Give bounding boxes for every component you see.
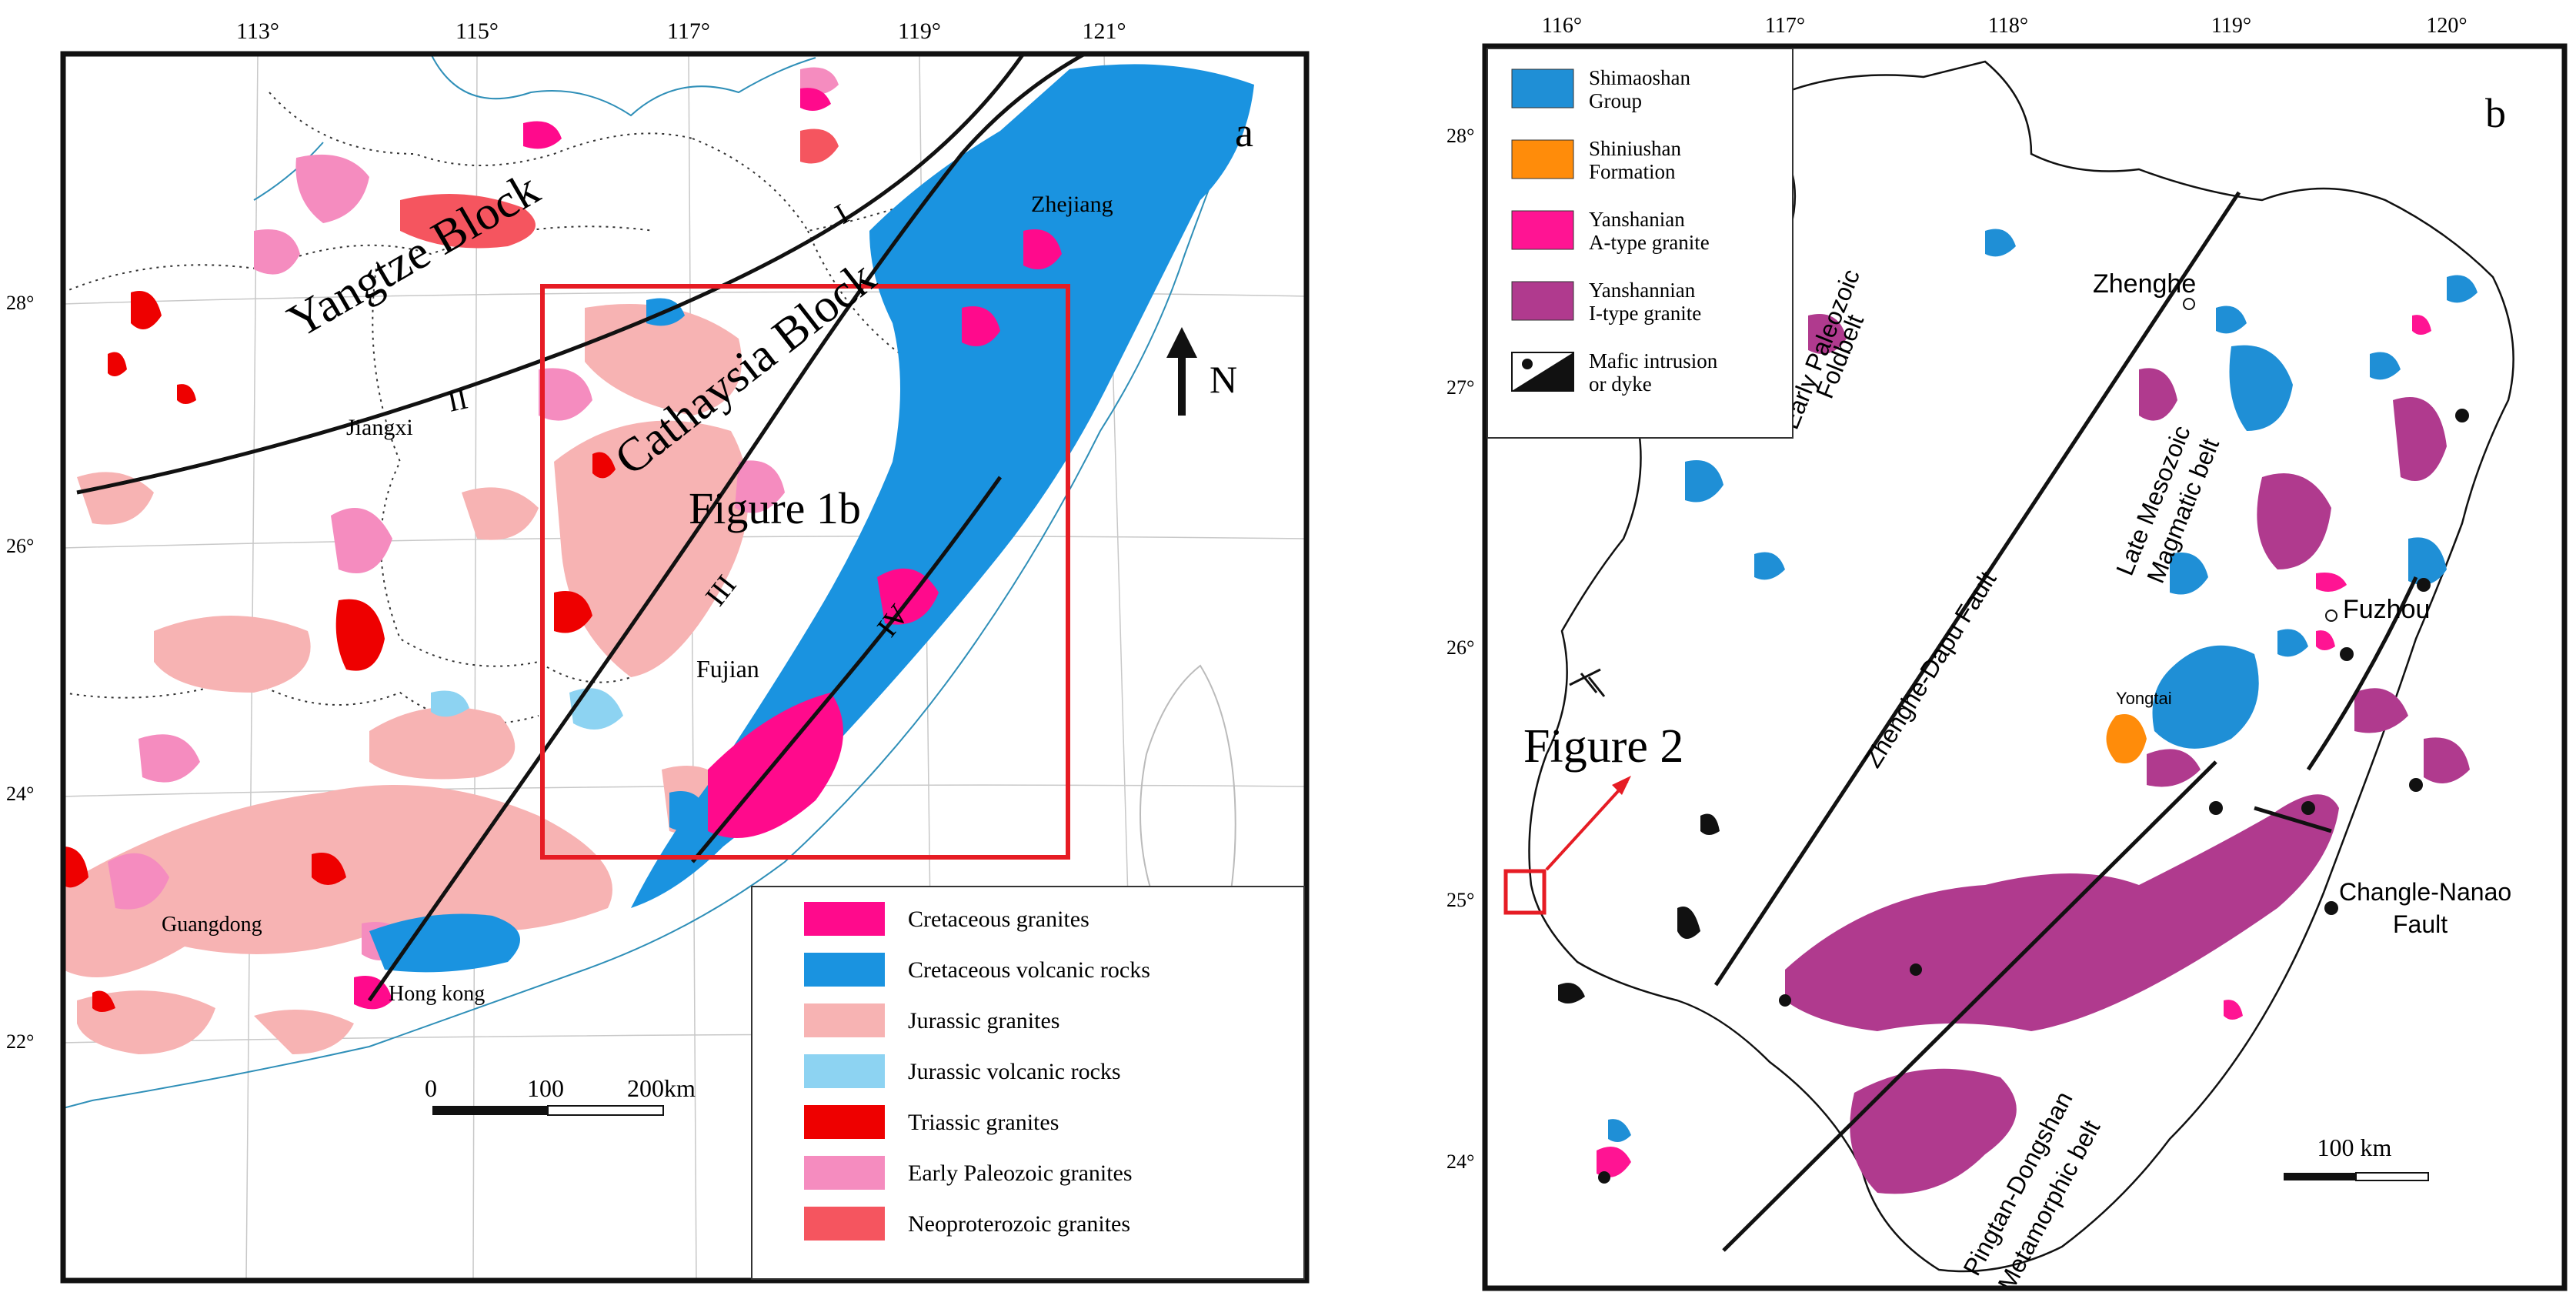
a-scale-200: 200km <box>627 1074 696 1102</box>
a-legend-swatch-3 <box>804 1054 885 1088</box>
b-mafic-dykes <box>1558 813 1720 1003</box>
b-legend-swatch-4 <box>1511 352 1574 392</box>
a-legend-label-4: Triassic granites <box>908 1110 1059 1135</box>
b-atype-granites <box>1597 315 2431 1177</box>
a-tick-117: 117° <box>667 18 710 44</box>
a-tick-119: 119° <box>898 18 941 44</box>
a-legend-label-6: Neoproterozoic granites <box>908 1211 1130 1237</box>
a-tick-113: 113° <box>236 18 279 44</box>
a-tick-28: 28° <box>6 292 34 314</box>
b-label-changle-2: Fault <box>2393 910 2448 938</box>
a-legend-swatch-5 <box>804 1156 885 1190</box>
b-tick-27: 27° <box>1446 376 1474 399</box>
a-scale-0: 0 <box>425 1074 437 1102</box>
b-shiniushan-formation <box>2106 714 2147 763</box>
a-label-fujian: Fujian <box>696 655 759 683</box>
b-legend-line2-0: Group <box>1589 89 1642 112</box>
b-legend-swatch-1 <box>1511 139 1574 179</box>
b-figure2-arrowhead <box>1612 776 1631 795</box>
b-frame <box>1482 43 2568 1291</box>
a-frame <box>60 51 1310 1284</box>
a-legend-label-1: Cretaceous volcanic rocks <box>908 957 1150 983</box>
a-early-paleozoic-granites <box>108 67 839 960</box>
b-legend-swatch-2 <box>1511 210 1574 250</box>
b-tick-120: 120° <box>2426 14 2467 38</box>
a-label-guangdong: Guangdong <box>162 913 262 937</box>
b-legend-line1-1: Shiniushan <box>1589 137 1682 160</box>
a-legend-swatch-0 <box>804 902 885 936</box>
a-north-arrow: N <box>1166 327 1237 416</box>
a-label-hongkong: Hong kong <box>389 982 485 1006</box>
b-faults <box>1713 191 2418 1252</box>
a-cretaceous-volcanic <box>369 64 1254 973</box>
b-shimaoshan-group <box>1608 229 2478 1142</box>
b-figure2-box <box>1503 869 1547 915</box>
b-label-yongtai: Yongtai <box>2116 689 2172 708</box>
b-tick-24: 24° <box>1446 1150 1474 1173</box>
a-legend: Cretaceous granites Cretaceous volcanic r… <box>751 886 1305 1280</box>
b-legend-line1-0: Shimaoshan <box>1589 66 1690 89</box>
b-tick-26: 26° <box>1446 636 1474 659</box>
b-map-content: Figure 2 Early Paleozoic Foldbelt Zhengh… <box>1503 60 2514 1288</box>
b-label-zhenghe: Zhenghe <box>2093 269 2196 299</box>
a-north-label: N <box>1210 358 1237 401</box>
b-legend-swatch-3 <box>1511 281 1574 321</box>
a-faults <box>76 54 1086 1002</box>
b-panel-letter: b <box>2485 90 2506 136</box>
b-tick-116: 116° <box>1542 14 1582 38</box>
b-tick-28: 28° <box>1446 125 1474 147</box>
a-legend-label-2: Jurassic granites <box>908 1008 1059 1034</box>
a-figure1b-box <box>540 284 1070 860</box>
a-legend-label-3: Jurassic volcanic rocks <box>908 1059 1121 1084</box>
panel-b-map: 116° 117° 118° 119° 120° 28° 27° 26° 25°… <box>1446 0 2576 1305</box>
panel-b-svg: 116° 117° 118° 119° 120° 28° 27° 26° 25°… <box>1446 14 2568 1291</box>
b-label-fuzhou: Fuzhou <box>2343 595 2430 624</box>
a-label-figure1b: Figure 1b <box>689 483 861 533</box>
b-legend-line1-3: Yanshannian <box>1589 279 1696 302</box>
a-legend-swatch-6 <box>804 1207 885 1241</box>
a-tick-115: 115° <box>455 18 499 44</box>
a-label-zhejiang: Zhejiang <box>1031 192 1113 217</box>
b-legend-line2-4: or dyke <box>1589 372 1652 396</box>
a-tick-24: 24° <box>6 783 34 805</box>
b-scale-label: 100 km <box>2317 1134 2392 1161</box>
a-legend-label-5: Early Paleozoic granites <box>908 1160 1133 1186</box>
b-tick-25: 25° <box>1446 889 1474 911</box>
b-legend-line1-2: Yanshanian <box>1589 208 1685 231</box>
b-legend-line1-4: Mafic intrusion <box>1589 349 1718 372</box>
a-panel-letter: a <box>1235 109 1253 155</box>
a-tick-22: 22° <box>6 1030 34 1053</box>
b-tick-117: 117° <box>1765 14 1805 38</box>
a-triassic-granites <box>63 291 616 1012</box>
a-scale-bar: 0 100 200km <box>425 1074 696 1116</box>
a-tick-26: 26° <box>6 535 34 557</box>
b-tick-119: 119° <box>2211 14 2251 38</box>
b-mafic-points <box>1598 409 2469 1184</box>
a-label-jiangxi: Jiangxi <box>346 415 413 440</box>
b-strike-dip-symbol <box>1569 668 1606 697</box>
b-tick-118: 118° <box>1988 14 2028 38</box>
b-legend-line2-2: A-type granite <box>1589 231 1710 254</box>
a-scale-100: 100 <box>527 1074 564 1102</box>
a-legend-swatch-2 <box>804 1003 885 1037</box>
b-city-points <box>2183 298 2337 622</box>
b-legend-line2-3: I-type granite <box>1589 302 1701 325</box>
b-legend-swatch-0 <box>1511 68 1574 109</box>
a-legend-label-0: Cretaceous granites <box>908 907 1089 932</box>
a-legend-swatch-1 <box>804 953 885 987</box>
b-label-figure2: Figure 2 <box>1523 720 1683 773</box>
a-tick-121: 121° <box>1083 18 1126 44</box>
b-legend-line2-1: Formation <box>1589 160 1676 183</box>
b-figure2-arrow <box>1545 780 1629 871</box>
a-legend-swatch-4 <box>804 1105 885 1139</box>
b-itype-granites <box>1785 314 2470 1194</box>
panel-a-svg: 113° 115° 117° 119° 121° 28° 26° 24° 22° <box>6 18 1310 1284</box>
b-scale-bar: 100 km <box>2284 1134 2429 1181</box>
panel-a-map: 113° 115° 117° 119° 121° 28° 26° 24° 22° <box>6 18 1310 1284</box>
b-label-changle-1: Changle-Nanao <box>2339 878 2511 906</box>
a-coastline <box>63 54 1247 1109</box>
a-neoproterozoic-granites <box>400 129 839 249</box>
